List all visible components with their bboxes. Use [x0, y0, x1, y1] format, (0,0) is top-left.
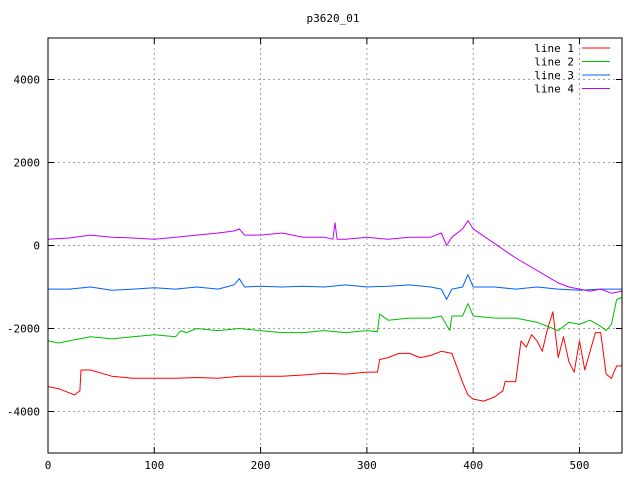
- legend-label: line 2: [534, 56, 574, 69]
- y-tick-label: -4000: [7, 406, 40, 419]
- x-tick-label: 100: [144, 459, 164, 472]
- x-tick-label: 400: [463, 459, 483, 472]
- series-line-1: [47, 311, 622, 402]
- series-lines: [47, 220, 623, 402]
- y-tick-label: 4000: [14, 74, 41, 87]
- legend-label: line 3: [534, 69, 574, 82]
- y-tick-label: 2000: [14, 157, 41, 170]
- series-line-2: [47, 296, 623, 344]
- grid: [48, 38, 622, 453]
- plot-area-border: [47, 37, 623, 454]
- y-tick-label: -2000: [7, 323, 40, 336]
- x-tick-label: 200: [251, 459, 271, 472]
- series-line-3: [48, 274, 622, 300]
- legend-label: line 4: [534, 83, 574, 96]
- legend-label: line 1: [534, 42, 574, 55]
- chart-title: p3620_01: [307, 12, 360, 25]
- x-tick-label: 300: [357, 459, 377, 472]
- x-tick-label: 500: [570, 459, 590, 472]
- series-line-4: [47, 220, 623, 294]
- x-tick-label: 0: [45, 459, 52, 472]
- axis-ticks: 0 100 200 300 400 500 -4000 -2000 0 2000 4000: [7, 38, 622, 472]
- y-tick-label: 0: [33, 240, 40, 253]
